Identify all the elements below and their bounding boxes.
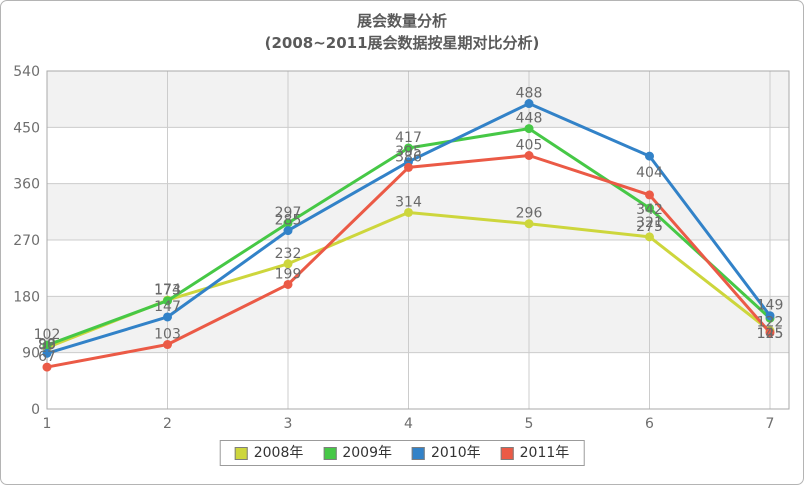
x-axis-tick-label: 6: [645, 416, 654, 432]
series-point-2009年[interactable]: [283, 218, 293, 228]
x-axis-tick-label: 5: [525, 416, 534, 432]
data-label: 314: [395, 194, 422, 210]
series-point-2009年[interactable]: [645, 203, 654, 213]
data-label: 199: [275, 266, 302, 282]
x-axis-tick-label: 3: [284, 416, 293, 432]
series-point-2011年[interactable]: [524, 151, 534, 160]
data-label: 405: [516, 138, 543, 154]
data-label: 404: [636, 165, 663, 181]
data-label: 122: [757, 315, 784, 331]
series-point-2009年[interactable]: [524, 124, 534, 134]
data-label: 89: [38, 337, 56, 353]
data-label: 321: [636, 215, 663, 231]
series-point-2010年[interactable]: [765, 311, 775, 321]
series-point-2011年[interactable]: [42, 362, 52, 372]
data-label: 232: [275, 246, 302, 262]
legend-item-2009年[interactable]: 2009年: [323, 445, 392, 461]
series-point-2009年[interactable]: [42, 340, 52, 350]
x-axis-tick-label: 1: [43, 416, 52, 432]
data-label: 285: [275, 213, 302, 229]
data-label: 297: [275, 205, 302, 221]
series-point-2010年[interactable]: [524, 99, 534, 109]
y-axis-tick-label: 360: [13, 177, 40, 193]
x-axis-tick-label: 2: [163, 416, 172, 432]
series-point-2011年[interactable]: [163, 340, 172, 350]
legend-item-2010年[interactable]: 2010年: [412, 445, 481, 461]
legend-label: 2011年: [519, 445, 570, 461]
data-label: 102: [34, 327, 61, 343]
series-point-2010年[interactable]: [42, 348, 52, 358]
legend-item-2011年[interactable]: 2011年: [500, 445, 570, 461]
legend-swatch-icon: [234, 446, 248, 460]
y-axis-tick-label: 0: [31, 402, 40, 418]
data-label: 173: [154, 283, 181, 299]
data-label: 98: [38, 337, 56, 353]
legend-swatch-icon: [323, 446, 337, 460]
plot-border: [46, 70, 790, 410]
legend-item-2008年[interactable]: 2008年: [234, 445, 304, 461]
series-point-2010年[interactable]: [645, 151, 654, 161]
data-label: 488: [516, 86, 543, 102]
data-label: 147: [154, 299, 181, 315]
data-label: 448: [516, 111, 543, 127]
series-point-2008年[interactable]: [404, 207, 413, 217]
chart-legend: 2008年 2009年 2010年 2011年: [219, 440, 585, 466]
data-label: 149: [757, 298, 784, 314]
data-label: 67: [38, 349, 56, 365]
data-label: 103: [154, 327, 181, 343]
series-point-2010年[interactable]: [283, 226, 293, 236]
data-label: 125: [757, 326, 784, 342]
series-point-2011年[interactable]: [645, 190, 654, 200]
series-point-2011年[interactable]: [404, 162, 413, 172]
series-point-2008年[interactable]: [524, 219, 534, 229]
y-axis-tick-label: 90: [22, 346, 40, 362]
y-axis-tick-label: 540: [13, 64, 40, 80]
series-point-2011年[interactable]: [283, 279, 293, 289]
series-point-2009年[interactable]: [404, 143, 413, 153]
series-point-2008年[interactable]: [645, 232, 654, 242]
x-axis-tick-label: 7: [766, 416, 775, 432]
series-point-2010年[interactable]: [163, 312, 172, 322]
data-label: 342: [636, 202, 663, 218]
y-axis-tick-label: 450: [13, 120, 40, 136]
data-label: 296: [516, 206, 543, 222]
data-label: 417: [395, 130, 422, 146]
legend-label: 2008年: [253, 445, 304, 461]
data-label: 395: [395, 144, 422, 160]
series-point-2011年[interactable]: [765, 328, 775, 338]
data-label: 275: [636, 219, 663, 235]
y-axis-tick-label: 180: [13, 289, 40, 305]
legend-swatch-icon: [500, 446, 514, 460]
x-axis-tick-label: 4: [404, 416, 413, 432]
series-point-2009年[interactable]: [163, 296, 172, 306]
data-label: 145: [757, 326, 784, 342]
legend-label: 2009年: [342, 445, 392, 461]
legend-label: 2010年: [431, 445, 481, 461]
y-axis-tick-label: 270: [13, 233, 40, 249]
legend-swatch-icon: [412, 446, 425, 460]
data-label: 386: [395, 149, 422, 165]
data-label: 174: [154, 282, 181, 298]
series-point-2008年[interactable]: [283, 259, 293, 269]
plot-band: [47, 71, 789, 128]
